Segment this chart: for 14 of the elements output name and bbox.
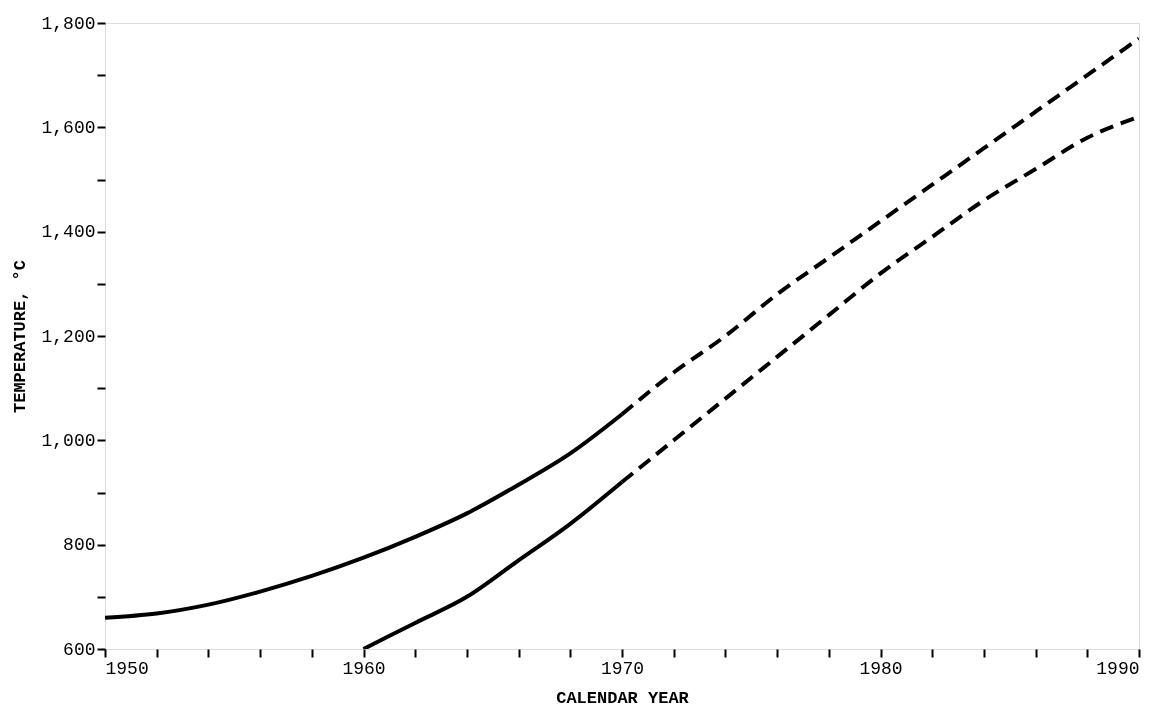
x-tick-label: 1960 bbox=[342, 658, 386, 679]
y-axis-title: TEMPERATURE, °C bbox=[11, 259, 31, 414]
y-tick-label: 1,000 bbox=[41, 430, 96, 451]
x-tick-label: 1990 bbox=[1096, 658, 1140, 679]
y-tick-label: 1,200 bbox=[41, 326, 96, 347]
y-tick-label: 600 bbox=[63, 639, 96, 660]
x-tick-label: 1980 bbox=[859, 658, 903, 679]
y-tick-label: 1,600 bbox=[41, 117, 96, 138]
x-tick-label: 1970 bbox=[600, 658, 645, 679]
y-tick-label: 800 bbox=[63, 535, 96, 556]
x-tick-label: 1950 bbox=[105, 658, 149, 679]
y-tick-label: 1,400 bbox=[41, 222, 96, 243]
y-tick-label: 1,800 bbox=[41, 13, 96, 34]
x-axis-title: CALENDAR YEAR bbox=[556, 688, 690, 708]
